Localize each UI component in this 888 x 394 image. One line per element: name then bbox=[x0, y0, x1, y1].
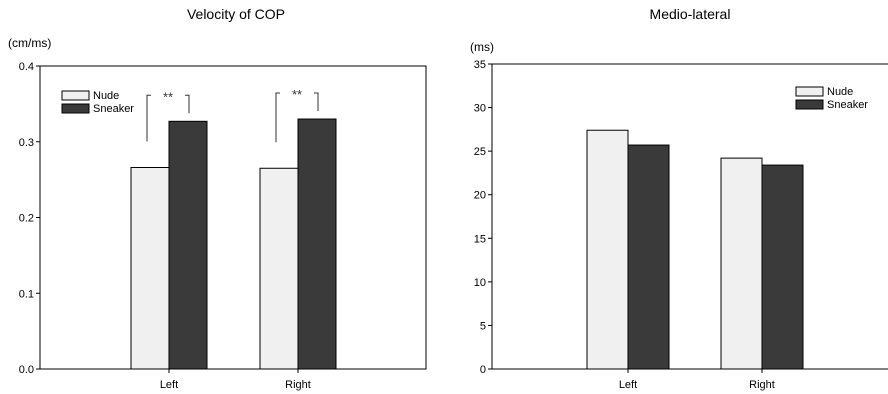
significance-label: ** bbox=[292, 87, 302, 102]
bars bbox=[586, 129, 804, 370]
y-tick-label: 15 bbox=[474, 233, 486, 245]
bars bbox=[130, 118, 337, 370]
x-axis: Left Right bbox=[619, 369, 775, 391]
y-tick-label: 0.3 bbox=[19, 137, 34, 149]
x-axis: Left Right bbox=[160, 369, 311, 391]
bar-nude-right bbox=[720, 157, 763, 370]
y-axis: 0.0 0.1 0.2 0.3 0.4 bbox=[19, 61, 40, 376]
significance-bracket-left bbox=[275, 92, 280, 143]
y-tick-label: 35 bbox=[474, 59, 486, 71]
x-tick-label: Right bbox=[749, 379, 775, 391]
y-tick-label: 30 bbox=[474, 103, 486, 115]
legend-label-sneaker: Sneaker bbox=[827, 99, 868, 111]
bar-nude-left bbox=[130, 167, 170, 370]
chart-medio-lateral: Medio-lateral (ms) 0 5 10 15 20 25 30 35 Left Ri… bbox=[470, 6, 888, 391]
bar-sneaker-left bbox=[627, 144, 670, 370]
y-tick-label: 20 bbox=[474, 190, 486, 202]
bar-nude-left bbox=[586, 129, 629, 370]
bar-sneaker-right bbox=[297, 118, 337, 370]
significance-bracket-right bbox=[185, 94, 190, 114]
chart-velocity-of-cop: Velocity of COP (cm/ms) 0.00.10.20.30.4 … bbox=[8, 6, 427, 391]
bar-sneaker-right bbox=[761, 164, 804, 370]
legend: Nude Sneaker bbox=[795, 86, 868, 111]
legend-swatch-nude bbox=[795, 86, 824, 97]
significance-label: ** bbox=[163, 89, 173, 104]
y-tick-label: 10 bbox=[474, 277, 486, 289]
significance-bracket-left bbox=[146, 94, 151, 142]
y-tick-label: 0.2 bbox=[19, 213, 34, 225]
legend-label-nude: Nude bbox=[93, 90, 119, 102]
significance-markers: ** ** bbox=[146, 87, 319, 143]
y-tick-label: 0.0 bbox=[19, 364, 34, 376]
y-tick-label: 0.4 bbox=[19, 61, 34, 73]
chart-title: Medio-lateral bbox=[650, 6, 731, 22]
legend: Nude Sneaker bbox=[61, 90, 134, 115]
legend-label-sneaker: Sneaker bbox=[93, 103, 134, 115]
legend-label-nude: Nude bbox=[827, 86, 853, 98]
x-tick-label: Left bbox=[619, 379, 637, 391]
y-tick-label: 0 bbox=[480, 364, 486, 376]
x-tick-label: Left bbox=[160, 379, 178, 391]
x-tick-label: Right bbox=[285, 379, 311, 391]
y-axis-label: (cm/ms) bbox=[8, 36, 51, 50]
y-tick-label: 5 bbox=[480, 320, 486, 332]
y-tick-label: 0.1 bbox=[19, 288, 34, 300]
legend-swatch-sneaker bbox=[61, 103, 90, 114]
legend-swatch-sneaker bbox=[795, 99, 824, 110]
significance-bracket-right bbox=[314, 92, 319, 112]
bar-nude-right bbox=[259, 167, 299, 370]
bar-sneaker-left bbox=[168, 120, 208, 370]
y-axis: 0 5 10 15 20 25 30 35 bbox=[474, 59, 492, 376]
legend-swatch-nude bbox=[61, 90, 90, 101]
y-tick-label: 25 bbox=[474, 146, 486, 158]
chart-title: Velocity of COP bbox=[187, 6, 285, 22]
y-axis-label: (ms) bbox=[470, 40, 494, 54]
